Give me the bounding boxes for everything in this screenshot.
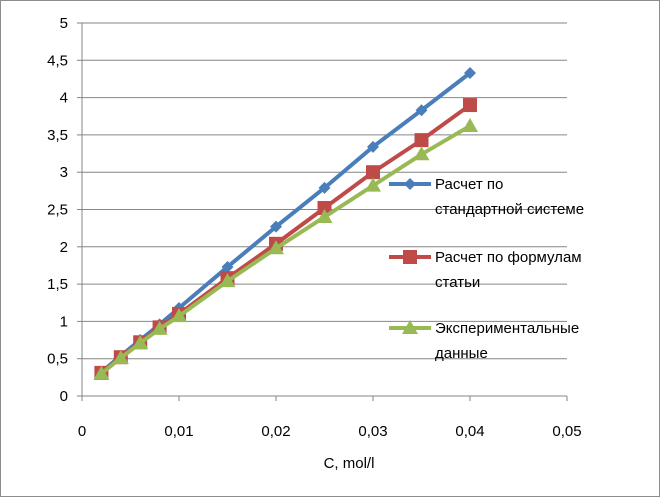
y-tick-label: 0,5	[47, 351, 68, 368]
data-point	[93, 365, 110, 380]
legend-label: данные	[435, 345, 488, 362]
data-point	[462, 117, 478, 132]
legend-label: Расчет по формулам	[435, 249, 582, 266]
data-point	[112, 349, 129, 364]
data-point	[221, 260, 234, 273]
y-tick-label: 1	[60, 313, 68, 330]
y-tick-label: 5	[60, 15, 68, 32]
data-point	[365, 177, 381, 192]
data-point	[414, 133, 429, 148]
legend-label: стандартной системе	[435, 201, 584, 218]
legend-marker	[403, 250, 417, 264]
y-tick-label: 4,5	[47, 52, 68, 69]
data-point	[270, 220, 282, 233]
y-tick-label: 0	[60, 388, 68, 405]
data-point	[366, 165, 380, 180]
x-tick-label: 0,02	[261, 423, 290, 440]
x-tick-label: 0	[78, 423, 86, 440]
data-point	[367, 140, 379, 153]
y-tick-label: 2,5	[47, 202, 68, 219]
data-point	[132, 335, 149, 350]
data-point	[464, 66, 476, 79]
data-point	[317, 201, 332, 216]
series-line	[100, 124, 472, 376]
y-tick-label: 4	[60, 90, 68, 107]
data-point	[413, 146, 430, 161]
x-tick-label: 0,05	[552, 423, 581, 440]
data-point	[318, 181, 331, 194]
data-point	[171, 308, 187, 323]
data-point	[463, 98, 477, 113]
legend-label: Экспериментальные	[435, 320, 579, 337]
legend-marker	[404, 178, 416, 190]
y-tick-label: 3	[60, 164, 68, 181]
legend-item-1: Расчет по стандартной системе	[389, 176, 584, 218]
series-2	[94, 98, 477, 380]
y-tick-label: 3,5	[47, 127, 68, 144]
legend-label: Расчет по	[435, 176, 503, 193]
series-3	[93, 117, 478, 380]
x-axis-label: C, mol/l	[324, 455, 375, 472]
data-point	[415, 104, 428, 117]
x-tick-label: 0,01	[164, 423, 193, 440]
y-tick-label: 1,5	[47, 276, 68, 293]
legend-label: статьи	[435, 274, 480, 291]
legend-item-2: Расчет по формулам статьи	[389, 249, 582, 291]
legend-marker	[402, 320, 418, 334]
legend-item-3: Экспериментальные данные	[389, 320, 579, 362]
x-tick-label: 0,04	[455, 423, 484, 440]
y-tick-label: 2	[60, 239, 68, 256]
data-point	[316, 208, 333, 223]
data-point	[151, 320, 168, 335]
data-point	[219, 273, 236, 288]
data-point	[268, 240, 284, 255]
x-tick-label: 0,03	[358, 423, 387, 440]
